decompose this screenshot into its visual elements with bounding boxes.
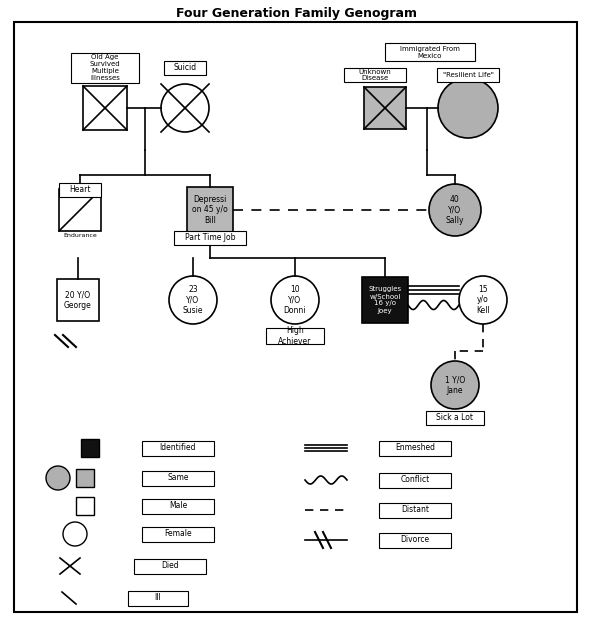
Bar — [379, 440, 451, 456]
Text: Struggles
w/School
16 y/o
Joey: Struggles w/School 16 y/o Joey — [368, 286, 401, 314]
Circle shape — [46, 466, 70, 490]
Text: Sick a Lot: Sick a Lot — [436, 414, 474, 422]
Bar — [142, 440, 214, 456]
Text: Divorce: Divorce — [400, 536, 430, 544]
Bar — [142, 471, 214, 485]
Text: Died: Died — [161, 562, 179, 570]
Text: Old Age
Survived
Multiple
Illnesses: Old Age Survived Multiple Illnesses — [89, 55, 120, 81]
Bar — [379, 502, 451, 518]
Bar — [266, 328, 324, 344]
Text: Unknown
Disease: Unknown Disease — [359, 68, 391, 81]
Bar — [187, 187, 233, 233]
Circle shape — [161, 84, 209, 132]
Bar — [385, 43, 475, 61]
Text: "Resilient Life": "Resilient Life" — [443, 72, 494, 78]
Text: Four Generation Family Genogram: Four Generation Family Genogram — [175, 6, 417, 19]
Text: 23
Y/O
Susie: 23 Y/O Susie — [183, 285, 203, 315]
Circle shape — [431, 361, 479, 409]
Bar — [142, 526, 214, 541]
Text: Conflict: Conflict — [400, 476, 430, 484]
Text: Enmeshed: Enmeshed — [395, 443, 435, 453]
Circle shape — [63, 522, 87, 546]
Text: 10
Y/O
Donni: 10 Y/O Donni — [284, 285, 306, 315]
Bar — [76, 497, 94, 515]
Bar — [344, 68, 406, 82]
Bar — [81, 439, 99, 457]
Circle shape — [271, 276, 319, 324]
Bar — [437, 68, 499, 82]
Circle shape — [169, 276, 217, 324]
Bar — [142, 498, 214, 513]
Text: Depressi
on 45 y/o
Bill: Depressi on 45 y/o Bill — [192, 195, 228, 225]
Bar — [426, 411, 484, 425]
Text: 15
y/o
Kell: 15 y/o Kell — [476, 285, 490, 315]
Bar — [134, 559, 206, 574]
Text: Identified: Identified — [160, 443, 197, 453]
Bar — [57, 279, 99, 321]
Bar — [174, 231, 246, 245]
Text: 1 Y/O
Jane: 1 Y/O Jane — [445, 375, 465, 395]
Text: 20 Y/O
George: 20 Y/O George — [64, 290, 92, 310]
Bar — [76, 469, 94, 487]
Bar — [59, 189, 101, 231]
Text: Suicid: Suicid — [173, 63, 197, 73]
Bar — [364, 87, 406, 129]
Bar — [362, 277, 408, 323]
Text: Same: Same — [168, 474, 189, 482]
Bar — [164, 61, 206, 75]
Text: Endurance: Endurance — [63, 233, 97, 238]
Text: Ill: Ill — [155, 593, 162, 603]
Circle shape — [429, 184, 481, 236]
Text: Part Time Job: Part Time Job — [185, 234, 235, 242]
Text: 40
Y/O
Sally: 40 Y/O Sally — [446, 195, 464, 225]
Bar — [59, 183, 101, 197]
Bar — [379, 533, 451, 547]
Circle shape — [438, 78, 498, 138]
Bar — [128, 590, 188, 606]
Text: Male: Male — [169, 502, 187, 510]
Bar — [83, 86, 127, 130]
Bar — [71, 53, 139, 83]
Circle shape — [459, 276, 507, 324]
Text: High
Achiever: High Achiever — [278, 326, 311, 346]
Text: Female: Female — [164, 529, 192, 539]
Text: Distant: Distant — [401, 505, 429, 515]
Text: Heart: Heart — [69, 185, 91, 195]
Text: Immigrated From
Mexico: Immigrated From Mexico — [400, 45, 460, 58]
Bar — [379, 472, 451, 487]
